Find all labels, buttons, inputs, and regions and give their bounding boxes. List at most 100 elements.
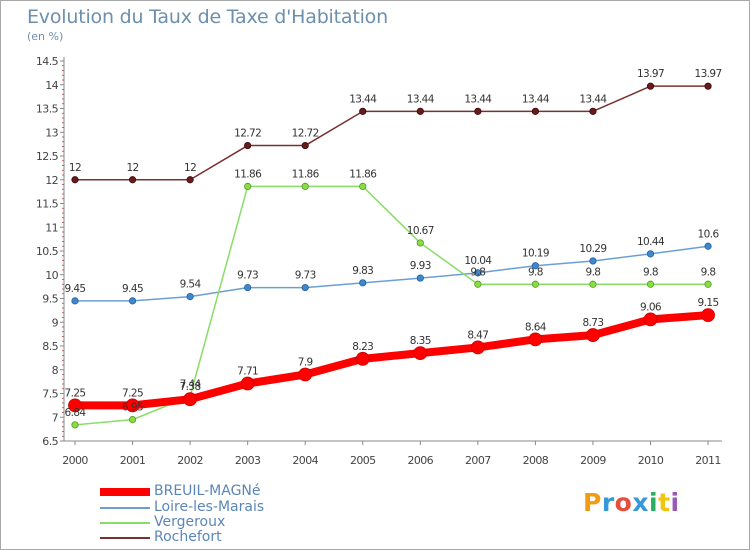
data-label: 9.8: [585, 266, 600, 278]
data-label: 8.73: [582, 317, 603, 329]
data-label: 11.86: [292, 168, 320, 180]
logo-letter: o: [614, 488, 633, 517]
data-point: [586, 328, 600, 342]
data-label: 8.23: [352, 341, 373, 353]
x-tick-label: 2007: [465, 454, 491, 467]
data-label: 7.71: [237, 366, 258, 378]
y-tick-label: 10.5: [36, 245, 59, 258]
data-point: [474, 269, 482, 277]
data-label: 13.44: [522, 93, 550, 105]
data-label: 9.73: [237, 270, 258, 282]
x-tick-label: 2003: [235, 454, 261, 467]
logo-letter: r: [601, 488, 615, 517]
y-tick-label: 12.5: [36, 150, 59, 163]
data-label: 13.44: [579, 93, 607, 105]
chart-title: Evolution du Taux de Taxe d'Habitation: [27, 6, 388, 28]
data-label: 7.44: [180, 378, 202, 390]
legend-label: Loire-les-Marais: [154, 499, 265, 515]
x-tick-label: 2008: [523, 454, 549, 467]
data-label: 10.29: [579, 243, 606, 255]
data-point: [531, 107, 540, 115]
data-point: [704, 82, 712, 90]
y-tick-label: 11.5: [36, 198, 59, 211]
data-point: [470, 340, 485, 355]
data-label: 12: [184, 162, 196, 174]
data-label: 9.06: [640, 301, 662, 313]
data-label: 7.9: [298, 357, 313, 369]
y-tick-label: 12: [45, 174, 58, 187]
data-point: [589, 280, 597, 288]
data-label: 9.73: [295, 270, 316, 282]
data-point: [416, 274, 424, 282]
data-label: 7.38: [180, 381, 201, 393]
y-tick-label: 9: [52, 316, 59, 329]
data-point: [244, 141, 252, 150]
data-label: 12: [126, 162, 138, 174]
data-label: 13.44: [407, 93, 435, 105]
data-point: [531, 262, 540, 270]
y-tick-label: 14: [45, 79, 58, 92]
data-point: [68, 398, 82, 413]
y-tick-label: 9.5: [42, 293, 58, 306]
chart-unit-label: (en %): [27, 30, 64, 43]
x-tick-label: 2006: [407, 454, 433, 467]
data-label: 8.35: [410, 335, 431, 347]
data-label: 9.54: [180, 279, 202, 291]
data-point: [643, 312, 658, 327]
data-label: 6.95: [122, 402, 143, 414]
data-label: 9.45: [122, 283, 143, 295]
series-line-breuil-magn-: [75, 311, 709, 410]
data-point: [704, 280, 712, 288]
data-point: [71, 297, 79, 305]
logo-letter: i: [649, 488, 659, 517]
data-label: 9.8: [528, 266, 543, 278]
data-point: [589, 257, 597, 265]
data-point: [240, 376, 255, 391]
y-tick-label: 6.5: [42, 435, 58, 448]
data-point: [646, 280, 655, 288]
series-line-vergeroux: [74, 185, 709, 426]
x-tick-label: 2011: [695, 454, 721, 467]
data-point: [589, 107, 597, 115]
data-point: [301, 141, 309, 150]
y-tick-label: 7: [52, 411, 59, 424]
data-label: 9.93: [410, 260, 431, 272]
data-label: 10.04: [464, 255, 492, 267]
x-tick-label: 2009: [580, 454, 606, 467]
data-point: [474, 280, 482, 288]
data-point: [128, 416, 137, 424]
data-point: [244, 182, 252, 190]
x-tick-label: 2010: [638, 454, 664, 467]
data-label: 13.44: [349, 93, 377, 105]
data-point: [128, 297, 137, 305]
data-label: 10.67: [407, 225, 434, 237]
x-tick-label: 2004: [292, 454, 318, 467]
x-tick-label: 2005: [350, 454, 376, 467]
data-label: 7.25: [65, 387, 86, 399]
data-label: 11.86: [349, 168, 377, 180]
data-point: [183, 392, 198, 407]
data-point: [531, 280, 540, 288]
data-point: [359, 279, 367, 287]
logo-letter: i: [670, 488, 680, 517]
data-point: [301, 182, 309, 190]
data-label: 9.8: [701, 266, 716, 278]
logo-letter: t: [658, 488, 671, 517]
data-point: [474, 107, 482, 115]
data-label: 12.72: [234, 128, 261, 140]
data-point: [416, 239, 424, 247]
data-label: 11.86: [234, 168, 262, 180]
data-point: [704, 242, 712, 250]
data-label: 10.6: [698, 228, 720, 240]
legend-label: Rochefort: [154, 529, 222, 545]
x-tick-label: 2002: [177, 454, 203, 467]
data-point: [413, 346, 428, 361]
data-label: 9.8: [470, 266, 485, 278]
x-tick-label: 2001: [120, 454, 146, 467]
data-label: 13.97: [637, 68, 664, 80]
data-label: 12: [69, 162, 81, 174]
data-point: [298, 367, 313, 382]
data-point: [416, 107, 424, 115]
